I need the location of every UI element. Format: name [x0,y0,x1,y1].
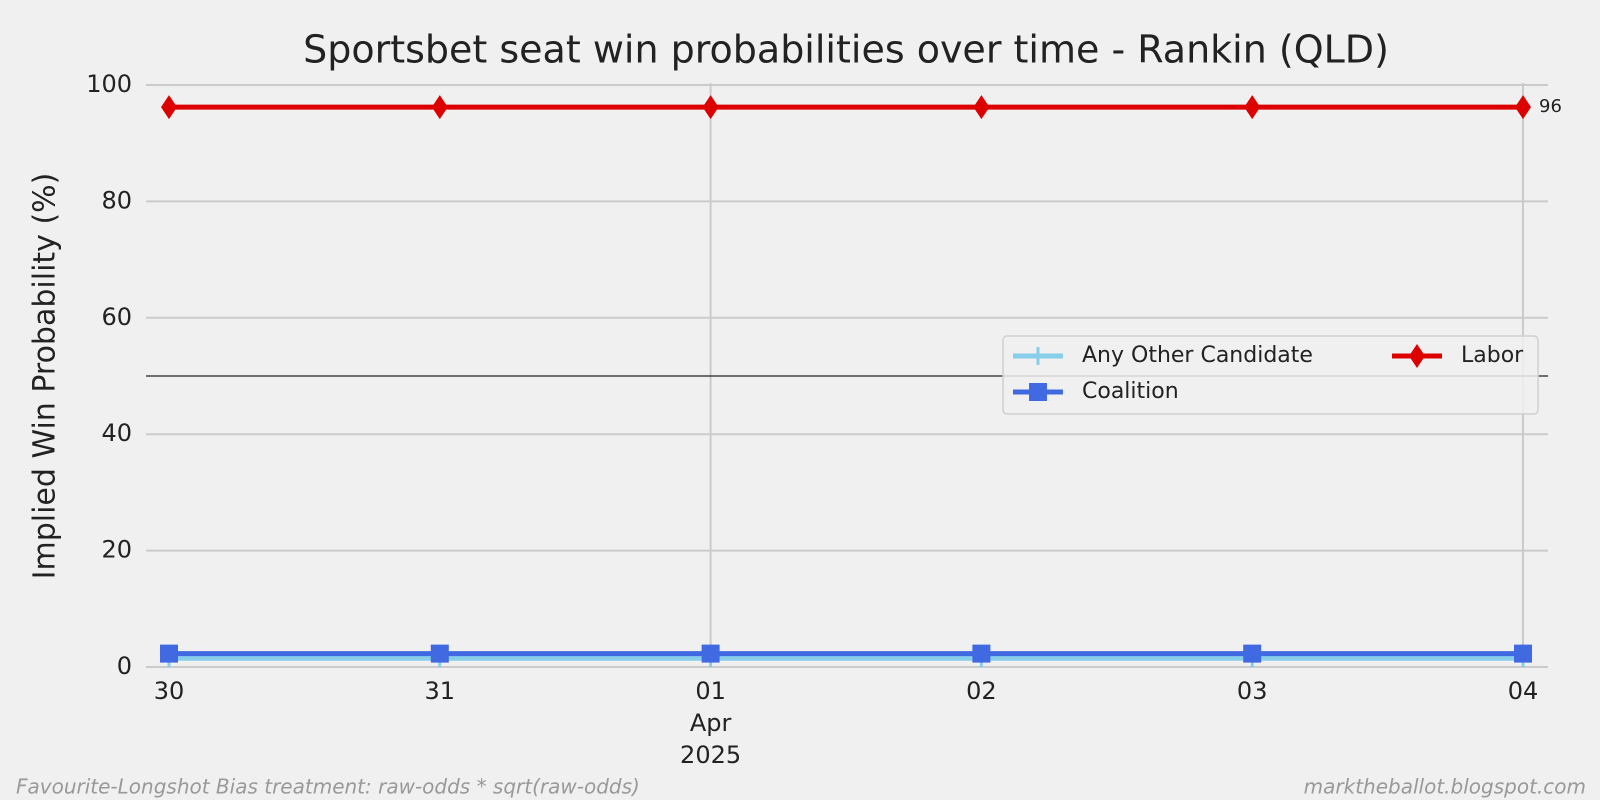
marker [972,644,991,663]
footer-right: marktheballot.blogspot.com [1304,775,1586,799]
marker [1514,644,1532,663]
marker [973,95,990,120]
y-tick-label: 80 [101,186,132,214]
marker [702,95,719,120]
marker [1409,344,1425,368]
y-tick-label: 60 [101,303,132,331]
legend: Any Other Candidate Coalition Labor [1002,335,1539,415]
y-tick-label: 0 [117,652,132,680]
y-tick-label: 100 [86,70,132,98]
marker [701,644,720,663]
marker [1243,644,1262,663]
end-label: 96 [1539,96,1562,117]
y-tick-label: 20 [101,536,132,564]
marker [160,644,178,663]
marker [161,95,177,120]
legend-label: Any Other Candidate [1082,343,1313,368]
legend-label: Coalition [1082,379,1179,404]
x-tick-sublabel: 2025 [680,741,741,769]
x-tick-label: 03 [1237,677,1268,705]
x-tick-sublabel: Apr [690,709,732,737]
footer-left: Favourite-Longshot Bias treatment: raw-o… [16,775,640,799]
x-tick-label: 02 [966,677,997,705]
marker [431,95,448,120]
x-tick-label: 01 [695,677,726,705]
legend-label: Labor [1461,343,1524,368]
y-tick-label: 40 [101,419,132,447]
marker [1029,347,1047,365]
marker [1244,95,1261,120]
marker [430,644,449,663]
chart-title: Sportsbet seat win probabilities over ti… [303,28,1389,72]
y-axis-label: Implied Win Probability (%) [28,173,63,580]
marker [1515,95,1531,120]
x-tick-label: 04 [1508,677,1539,705]
x-tick-label: 30 [154,677,185,705]
marker [1029,383,1047,401]
x-tick-label: 31 [425,677,456,705]
